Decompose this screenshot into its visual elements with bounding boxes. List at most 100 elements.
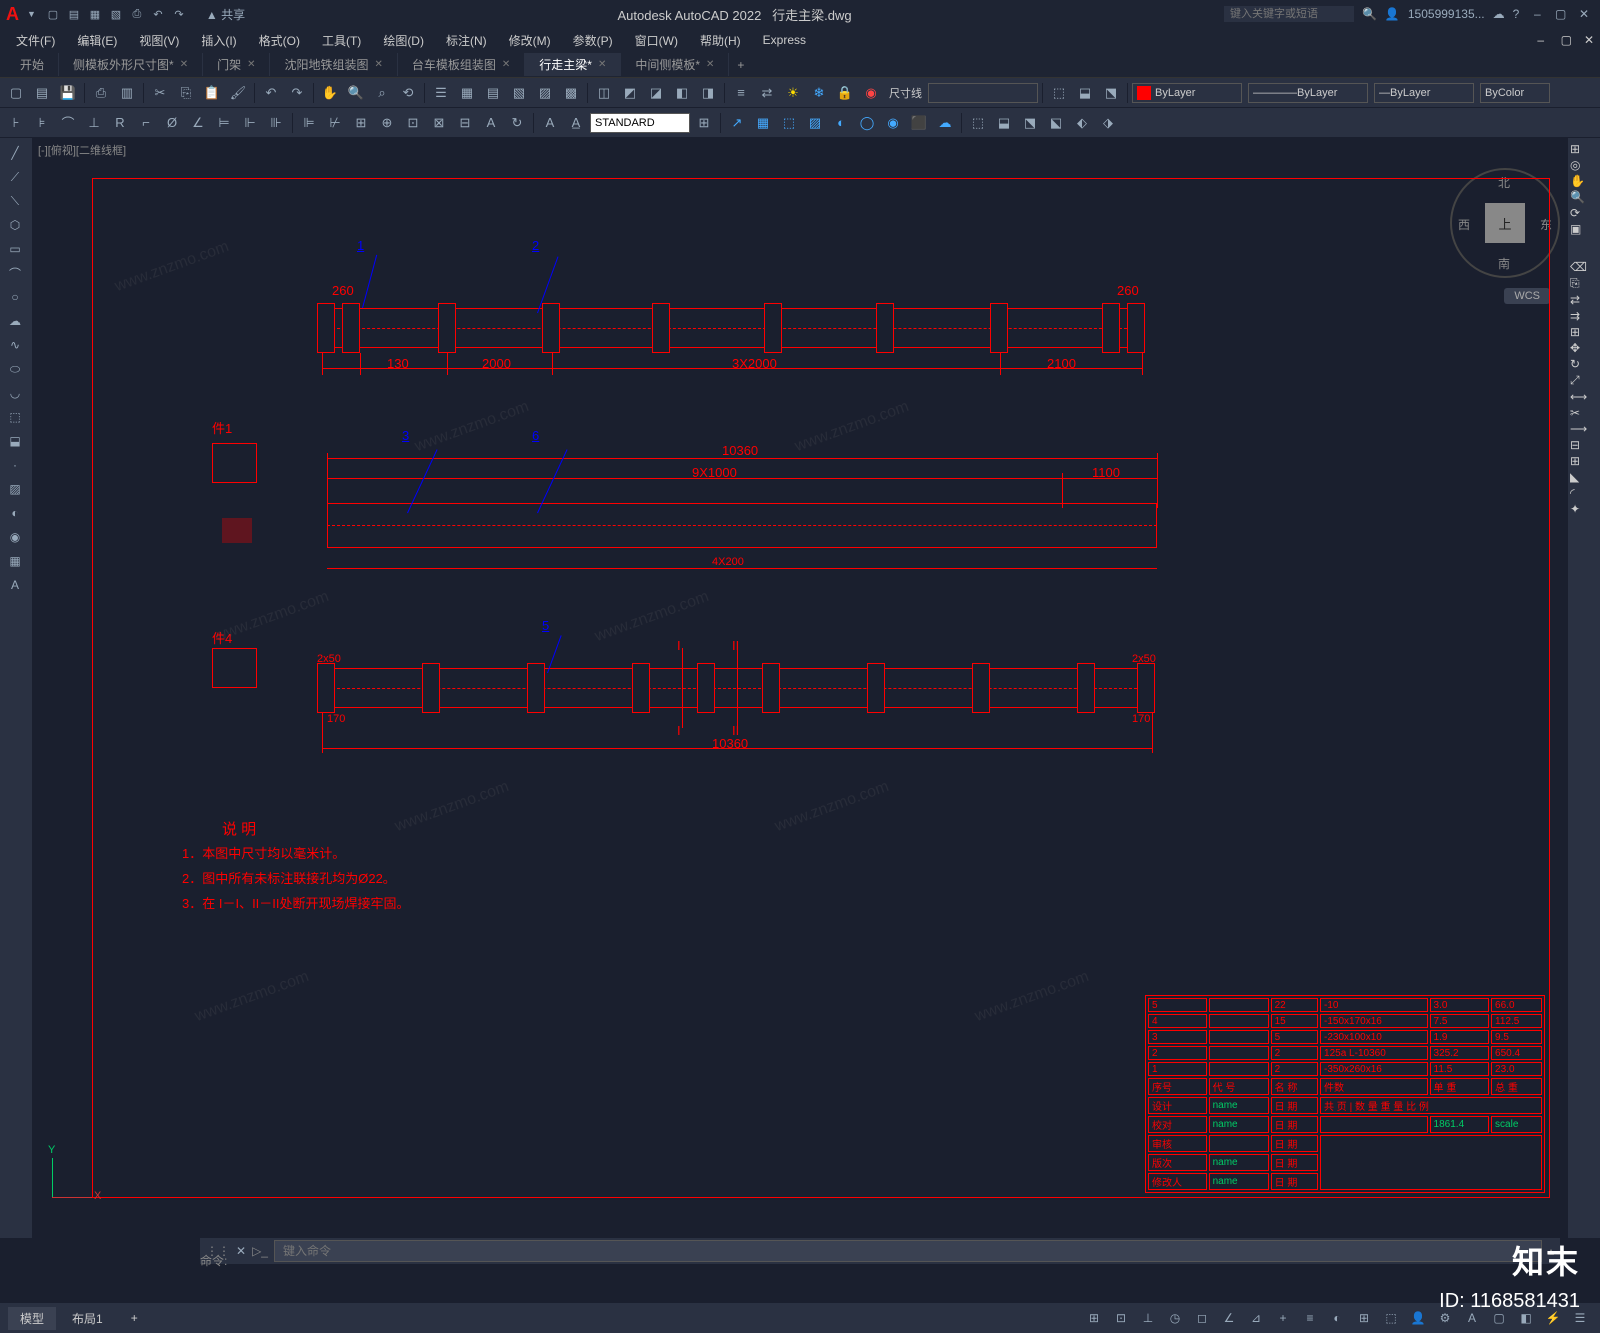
otrack-icon[interactable]: ∠ <box>1217 1306 1241 1330</box>
dim-break-icon[interactable]: ⊬ <box>323 111 347 135</box>
menu-help[interactable]: 帮助(H) <box>690 32 751 49</box>
nav-full-icon[interactable]: ⊞ <box>1570 142 1598 156</box>
tab-close-icon[interactable]: ✕ <box>375 59 383 70</box>
menu-draw[interactable]: 绘图(D) <box>373 32 434 49</box>
layer-color-icon[interactable]: ◉ <box>859 81 883 105</box>
match-icon[interactable]: 🖌 <box>226 81 250 105</box>
center-mark-icon[interactable]: ⊕ <box>375 111 399 135</box>
dimstyle-combo[interactable] <box>928 83 1038 103</box>
model-tab[interactable]: 模型 <box>8 1307 56 1330</box>
layer-prev-icon[interactable]: ⇄ <box>755 81 779 105</box>
spline-icon[interactable]: ∿ <box>2 334 28 356</box>
block3-icon[interactable]: ◪ <box>644 81 668 105</box>
boundary-icon[interactable]: ◯ <box>855 111 879 135</box>
layer-states-icon[interactable]: ⬚ <box>1047 81 1071 105</box>
rotate-icon[interactable]: ↻ <box>1570 357 1598 371</box>
dim-update-icon[interactable]: ↻ <box>505 111 529 135</box>
layer-sun-icon[interactable]: ☀ <box>781 81 805 105</box>
mleader-icon[interactable]: ↗ <box>725 111 749 135</box>
tab-gantry[interactable]: 门架✕ <box>203 53 270 76</box>
dim-space-icon[interactable]: ⊫ <box>297 111 321 135</box>
layer-color-combo[interactable]: ByLayer <box>1132 83 1242 103</box>
plotstyle-combo[interactable]: ByColor <box>1480 83 1550 103</box>
undo2-icon[interactable]: ↶ <box>259 81 283 105</box>
open-icon[interactable]: ▤ <box>65 5 83 23</box>
dim-jogged-icon[interactable]: ⌐ <box>134 111 158 135</box>
ellipse-arc-icon[interactable]: ◡ <box>2 382 28 404</box>
save-icon[interactable]: ▦ <box>86 5 104 23</box>
nav-show-icon[interactable]: ▣ <box>1570 222 1598 236</box>
polar-icon[interactable]: ◷ <box>1163 1306 1187 1330</box>
cut-icon[interactable]: ✂ <box>148 81 172 105</box>
menu-edit[interactable]: 编辑(E) <box>67 32 127 49</box>
layer-lock-icon[interactable]: 🔒 <box>833 81 857 105</box>
osnap-icon[interactable]: ◻ <box>1190 1306 1214 1330</box>
paste-icon[interactable]: 📋 <box>200 81 224 105</box>
nav-pan-icon[interactable]: ✋ <box>1570 174 1598 188</box>
layout1-tab[interactable]: 布局1 <box>60 1307 115 1330</box>
layout-add[interactable]: + <box>119 1308 150 1328</box>
dim-diameter-icon[interactable]: Ø <box>160 111 184 135</box>
menu-dimension[interactable]: 标注(N) <box>436 32 497 49</box>
block5-icon[interactable]: ◨ <box>696 81 720 105</box>
dim-ordinate-icon[interactable]: ⊥ <box>82 111 106 135</box>
tool-palette-icon[interactable]: ▤ <box>481 81 505 105</box>
tab-close-icon[interactable]: ✕ <box>598 59 606 70</box>
tolerance-icon[interactable]: ⊞ <box>349 111 373 135</box>
tab-side-template[interactable]: 侧模板外形尺寸图*✕ <box>59 53 203 76</box>
snap-icon[interactable]: ⊡ <box>1109 1306 1133 1330</box>
sheet-set-icon[interactable]: ▧ <box>507 81 531 105</box>
dim-angular-icon[interactable]: ∠ <box>186 111 210 135</box>
doc-restore-icon[interactable]: ▢ <box>1551 33 1571 47</box>
properties-icon[interactable]: ☰ <box>429 81 453 105</box>
copy2-icon[interactable]: ⎘ <box>1570 276 1598 291</box>
circle-icon[interactable]: ○ <box>2 286 28 308</box>
menu-window[interactable]: 窗口(W) <box>625 32 688 49</box>
tpy-icon[interactable]: ◐ <box>1325 1306 1349 1330</box>
user-name[interactable]: 1505999135... <box>1408 7 1485 21</box>
tab-shenyang[interactable]: 沈阳地铁组装图✕ <box>270 53 397 76</box>
insert-icon[interactable]: ⬚ <box>2 406 28 428</box>
rectangle-icon[interactable]: ▭ <box>2 238 28 260</box>
block4-icon[interactable]: ◧ <box>670 81 694 105</box>
tab-main-beam[interactable]: 行走主梁*✕ <box>525 53 621 76</box>
tab-close-icon[interactable]: ✕ <box>502 59 510 70</box>
join-icon[interactable]: ⊞ <box>1570 454 1598 468</box>
dim-edit-icon[interactable]: ⊟ <box>453 111 477 135</box>
gradient2-icon[interactable]: ◐ <box>2 502 28 524</box>
menu-format[interactable]: 格式(O) <box>249 32 310 49</box>
nav-zoom-icon[interactable]: 🔍 <box>1570 190 1598 204</box>
ellipse-icon[interactable]: ⬭ <box>2 358 28 380</box>
line-icon[interactable]: ╱ <box>2 142 28 164</box>
pan-icon[interactable]: ✋ <box>318 81 342 105</box>
viewport-label[interactable]: [-][俯视][二维线框] <box>38 142 126 158</box>
menu-express[interactable]: Express <box>753 33 816 47</box>
layer-mgr-icon[interactable]: ≡ <box>729 81 753 105</box>
zoom-icon[interactable]: 🔍 <box>344 81 368 105</box>
quickcalc-icon[interactable]: ▩ <box>559 81 583 105</box>
menu-view[interactable]: 视图(V) <box>129 32 189 49</box>
lineweight-combo[interactable]: — ByLayer <box>1374 83 1474 103</box>
textstyle-combo[interactable]: STANDARD <box>590 113 690 133</box>
maximize-icon[interactable]: ▢ <box>1551 7 1571 21</box>
tab-trolley[interactable]: 台车模板组装图✕ <box>398 53 525 76</box>
dim-linear-icon[interactable]: ⊦ <box>4 111 28 135</box>
logo-dropdown-icon[interactable]: ▼ <box>27 9 36 19</box>
tab-close-icon[interactable]: ✕ <box>180 59 188 70</box>
qp-icon[interactable]: ⊞ <box>1352 1306 1376 1330</box>
print-icon[interactable]: ⎙ <box>89 81 113 105</box>
help-icon[interactable]: ? <box>1513 7 1520 21</box>
copy-icon[interactable]: ⎘ <box>174 81 198 105</box>
linetype-combo[interactable]: ———— ByLayer <box>1248 83 1368 103</box>
zoom-window-icon[interactable]: ⌕ <box>370 81 394 105</box>
redo-icon[interactable]: ↷ <box>170 5 188 23</box>
sc-icon[interactable]: ⬚ <box>1379 1306 1403 1330</box>
redo2-icon[interactable]: ↷ <box>285 81 309 105</box>
tab-close-icon[interactable]: ✕ <box>247 59 255 70</box>
zoom-prev-icon[interactable]: ⟲ <box>396 81 420 105</box>
dyn-icon[interactable]: + <box>1271 1306 1295 1330</box>
nav-wheel-icon[interactable]: ◎ <box>1570 158 1598 172</box>
ortho-icon[interactable]: ⊥ <box>1136 1306 1160 1330</box>
new-file-icon[interactable]: ▢ <box>4 81 28 105</box>
dim-quick-icon[interactable]: ⊨ <box>212 111 236 135</box>
